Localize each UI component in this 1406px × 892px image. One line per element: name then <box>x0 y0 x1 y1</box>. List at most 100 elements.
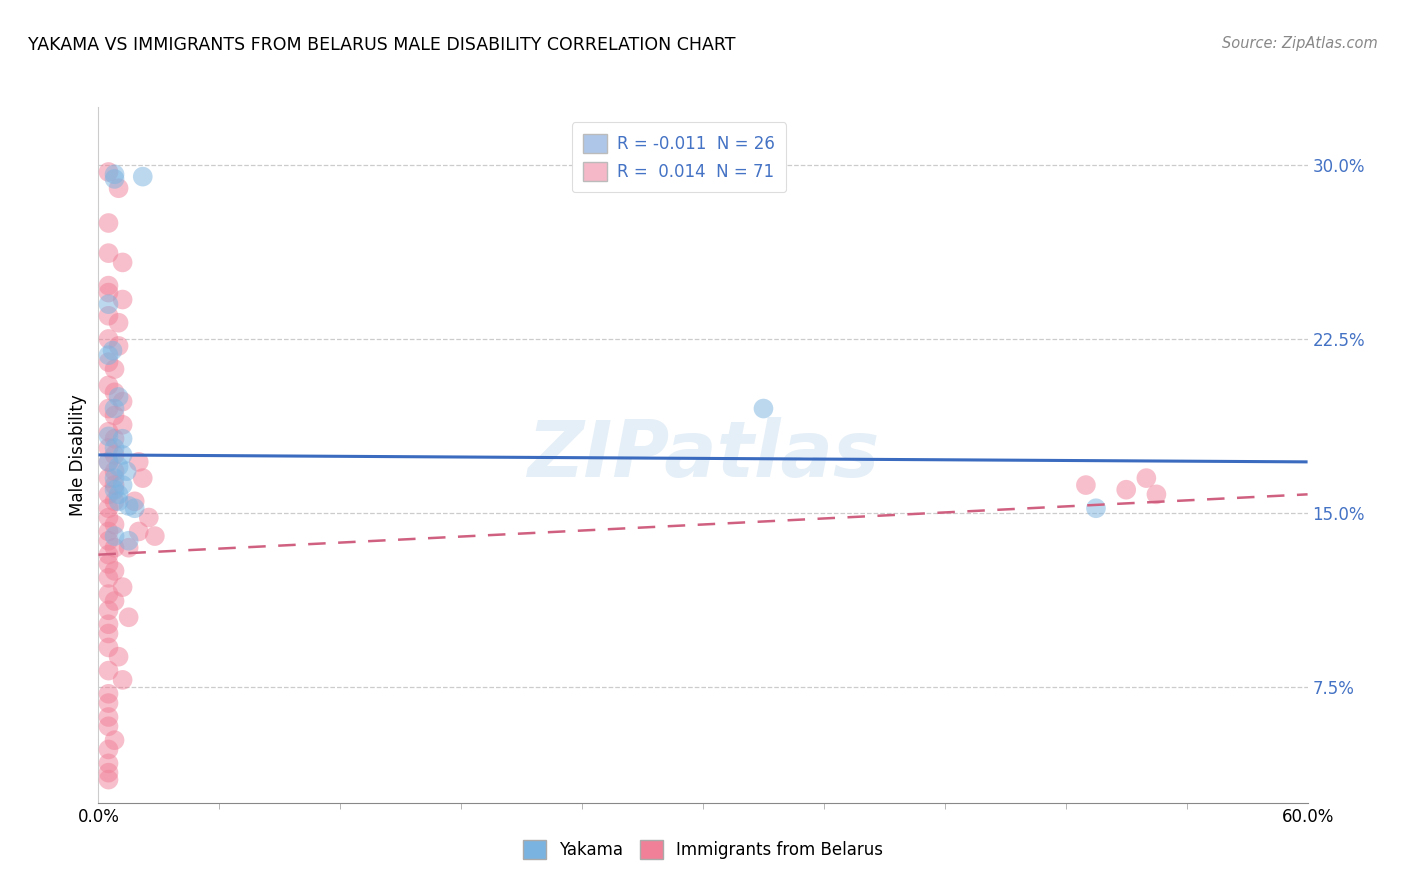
Point <box>103 494 125 508</box>
Point <box>103 401 125 416</box>
Point <box>111 417 134 432</box>
Point <box>103 478 125 492</box>
Point <box>111 394 134 409</box>
Point <box>97 285 120 300</box>
Point <box>103 448 125 462</box>
Point <box>97 297 120 311</box>
Legend: Yakama, Immigrants from Belarus: Yakama, Immigrants from Belarus <box>516 833 890 866</box>
Point <box>107 316 129 330</box>
Point <box>103 362 125 376</box>
Point <box>97 524 120 539</box>
Point <box>107 181 129 195</box>
Point <box>97 687 120 701</box>
Point <box>111 478 134 492</box>
Point <box>97 571 120 585</box>
Point <box>103 409 125 423</box>
Point <box>111 255 134 269</box>
Point <box>97 246 120 260</box>
Point <box>97 640 120 655</box>
Point <box>111 673 134 687</box>
Point <box>107 339 129 353</box>
Point <box>103 529 125 543</box>
Point <box>138 510 160 524</box>
Point <box>97 710 120 724</box>
Point <box>103 172 125 186</box>
Point <box>97 501 120 516</box>
Point <box>107 487 129 501</box>
Point <box>97 548 120 562</box>
Point <box>97 719 120 733</box>
Point <box>118 610 141 624</box>
Point <box>111 448 134 462</box>
Point <box>103 483 125 497</box>
Point <box>118 499 141 513</box>
Point <box>124 501 146 516</box>
Point <box>1085 501 1108 516</box>
Point <box>107 459 129 474</box>
Point <box>97 429 120 443</box>
Point <box>97 378 120 392</box>
Point <box>1074 478 1097 492</box>
Point <box>97 216 120 230</box>
Point <box>103 541 125 555</box>
Point <box>132 471 155 485</box>
Point <box>101 343 124 358</box>
Point <box>97 309 120 323</box>
Point <box>115 464 138 478</box>
Point <box>107 494 129 508</box>
Point <box>97 742 120 756</box>
Point <box>97 487 120 501</box>
Point <box>103 432 125 446</box>
Point <box>132 169 155 184</box>
Point <box>107 390 129 404</box>
Point <box>118 541 141 555</box>
Point <box>97 664 120 678</box>
Point <box>103 733 125 747</box>
Point <box>97 355 120 369</box>
Point <box>1135 471 1157 485</box>
Point <box>103 471 125 485</box>
Point <box>124 494 146 508</box>
Point <box>97 696 120 710</box>
Point <box>111 580 134 594</box>
Text: YAKAMA VS IMMIGRANTS FROM BELARUS MALE DISABILITY CORRELATION CHART: YAKAMA VS IMMIGRANTS FROM BELARUS MALE D… <box>28 36 735 54</box>
Point <box>97 510 120 524</box>
Text: ZIPatlas: ZIPatlas <box>527 417 879 493</box>
Point <box>103 385 125 400</box>
Text: Source: ZipAtlas.com: Source: ZipAtlas.com <box>1222 36 1378 51</box>
Point <box>97 772 120 787</box>
Point <box>97 557 120 571</box>
Point <box>103 594 125 608</box>
Point <box>752 401 775 416</box>
Point <box>97 587 120 601</box>
Point <box>1115 483 1137 497</box>
Legend: R = -0.011  N = 26, R =  0.014  N = 71: R = -0.011 N = 26, R = 0.014 N = 71 <box>572 122 786 193</box>
Point <box>97 533 120 548</box>
Point <box>128 524 150 539</box>
Point <box>97 278 120 293</box>
Point <box>103 167 125 181</box>
Point <box>97 455 120 469</box>
Point <box>97 626 120 640</box>
Point <box>111 293 134 307</box>
Point <box>143 529 166 543</box>
Point <box>97 332 120 346</box>
Point <box>103 517 125 532</box>
Point <box>118 533 141 548</box>
Point <box>97 348 120 362</box>
Point <box>97 603 120 617</box>
Point <box>97 441 120 455</box>
Point <box>97 617 120 632</box>
Y-axis label: Male Disability: Male Disability <box>69 394 87 516</box>
Point <box>97 425 120 439</box>
Point <box>97 401 120 416</box>
Point <box>103 564 125 578</box>
Point <box>128 455 150 469</box>
Point <box>97 455 120 469</box>
Point <box>103 441 125 455</box>
Point <box>103 464 125 478</box>
Point <box>97 756 120 771</box>
Point <box>111 432 134 446</box>
Point <box>97 165 120 179</box>
Point <box>97 765 120 780</box>
